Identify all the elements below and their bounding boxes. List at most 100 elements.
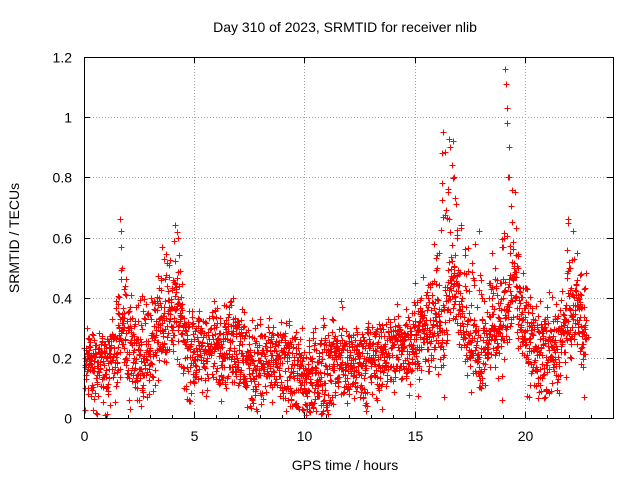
data-point	[135, 318, 142, 325]
data-point	[368, 379, 375, 386]
data-point	[451, 263, 458, 270]
data-point	[300, 355, 307, 362]
data-point	[115, 310, 122, 317]
data-point	[207, 326, 214, 333]
data-point	[568, 285, 575, 292]
data-point	[573, 281, 580, 288]
data-point	[404, 369, 411, 376]
data-point	[454, 235, 461, 242]
data-point	[374, 397, 381, 404]
data-point	[90, 384, 97, 391]
data-point	[246, 333, 253, 340]
data-point	[82, 407, 89, 414]
data-point	[117, 216, 124, 223]
data-point	[114, 379, 121, 386]
data-point	[242, 332, 249, 339]
data-point	[500, 244, 507, 251]
data-point	[529, 331, 536, 338]
data-point	[174, 275, 181, 282]
data-point	[516, 284, 523, 291]
data-point	[111, 345, 118, 352]
data-point	[112, 333, 119, 340]
data-point	[415, 360, 422, 367]
data-point	[113, 305, 120, 312]
data-point	[537, 336, 544, 343]
data-point	[494, 340, 501, 347]
data-point	[231, 358, 238, 365]
data-point	[560, 311, 567, 318]
data-point	[198, 325, 205, 332]
data-point	[452, 298, 459, 305]
data-point	[555, 376, 562, 383]
data-point	[113, 383, 120, 390]
data-point	[315, 359, 322, 366]
data-point	[433, 281, 440, 288]
data-point	[303, 412, 310, 419]
data-point	[208, 352, 215, 359]
data-point	[97, 361, 104, 368]
data-point	[320, 408, 327, 415]
y-tick-label: 0.4	[53, 291, 73, 307]
data-point	[172, 258, 179, 265]
data-point	[459, 295, 466, 302]
data-point	[228, 302, 235, 309]
data-point	[453, 201, 460, 208]
data-point	[179, 301, 186, 308]
data-point	[344, 375, 351, 382]
data-point	[182, 327, 189, 334]
data-point	[247, 347, 254, 354]
data-point	[435, 371, 442, 378]
data-point	[474, 304, 481, 311]
data-point	[135, 371, 142, 378]
data-point	[170, 348, 177, 355]
data-point	[392, 374, 399, 381]
x-axis-title: GPS time / hours	[292, 457, 399, 473]
data-point	[449, 258, 456, 265]
data-point	[189, 323, 196, 330]
data-point	[556, 363, 563, 370]
data-point	[98, 354, 105, 361]
data-point	[152, 367, 159, 374]
data-point	[322, 362, 329, 369]
data-point	[174, 229, 181, 236]
data-point	[391, 389, 398, 396]
data-point	[364, 350, 371, 357]
data-point	[104, 411, 111, 418]
data-point	[165, 288, 172, 295]
data-point	[501, 288, 508, 295]
data-point	[436, 282, 443, 289]
data-point	[163, 359, 170, 366]
data-point	[409, 356, 416, 363]
data-point	[211, 348, 218, 355]
data-point	[579, 344, 586, 351]
data-point	[425, 295, 432, 302]
data-point	[558, 323, 565, 330]
data-point	[120, 305, 127, 312]
data-point	[86, 343, 93, 350]
y-axis-title: SRMTID / TECUs	[6, 183, 22, 293]
data-point	[122, 291, 129, 298]
data-point	[448, 254, 455, 261]
data-point	[227, 299, 234, 306]
data-point	[552, 339, 559, 346]
data-point	[88, 361, 95, 368]
data-point	[93, 342, 100, 349]
data-point	[416, 363, 423, 370]
data-point	[313, 347, 320, 354]
data-point	[408, 368, 415, 375]
data-point	[181, 365, 188, 372]
data-point	[527, 294, 534, 301]
data-point	[451, 174, 458, 181]
data-point	[157, 300, 164, 307]
data-point	[482, 320, 489, 327]
data-point	[503, 333, 510, 340]
data-point	[482, 361, 489, 368]
data-point	[418, 344, 425, 351]
data-point	[461, 314, 468, 321]
data-point	[262, 333, 269, 340]
data-point	[236, 342, 243, 349]
data-point	[447, 309, 454, 316]
data-point	[497, 318, 504, 325]
data-point	[156, 316, 163, 323]
data-point	[94, 411, 101, 418]
